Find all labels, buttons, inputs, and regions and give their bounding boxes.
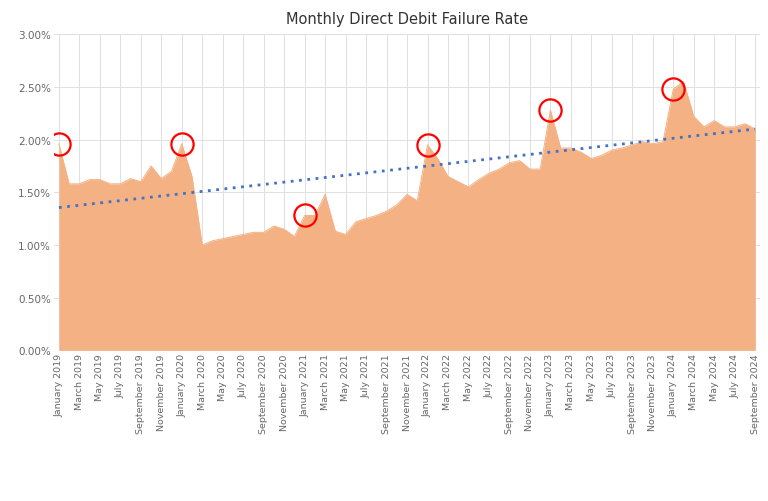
Title: Monthly Direct Debit Failure Rate: Monthly Direct Debit Failure Rate [286, 12, 528, 27]
